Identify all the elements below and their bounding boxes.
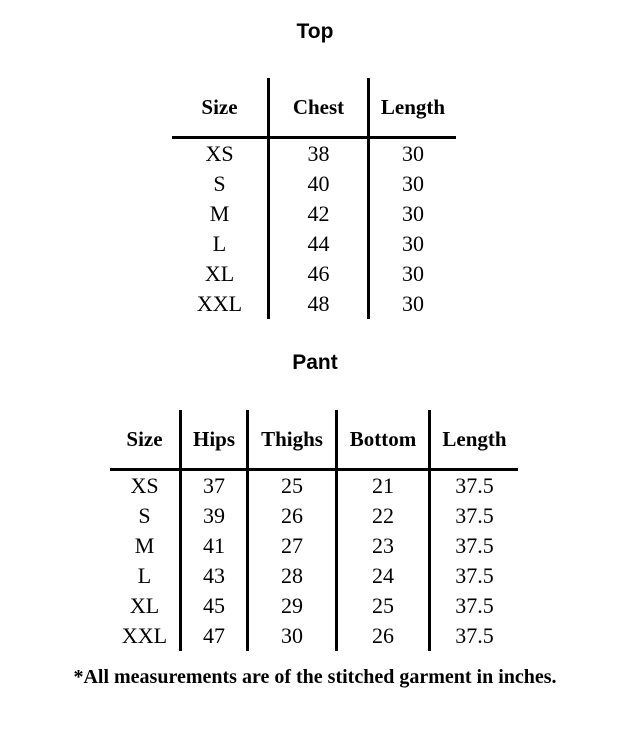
table-cell: 30	[367, 289, 456, 319]
table-cell: 45	[179, 591, 246, 621]
table-cell: 25	[246, 471, 335, 501]
table-cell: 39	[179, 501, 246, 531]
table-cell: 30	[367, 139, 456, 169]
table-cell: 38	[267, 139, 367, 169]
column-header: Length	[367, 78, 456, 139]
table-cell: 30	[367, 199, 456, 229]
table-cell: 43	[179, 561, 246, 591]
table-cell: 25	[335, 591, 428, 621]
pant-table-title: Pant	[292, 351, 338, 374]
column-header: Hips	[179, 410, 246, 471]
table-cell: 37.5	[428, 621, 518, 651]
size-cell: XS	[130, 473, 159, 498]
table-cell: 37.5	[428, 531, 518, 561]
column-header: Thighs	[246, 410, 335, 471]
column-header: Bottom	[335, 410, 428, 471]
table-cell: 46	[267, 259, 367, 289]
top-size-table: Size Chest Length XS 38 30 S 40 30 M 42 30 L 44 30 XL 46…	[172, 78, 456, 319]
size-cell: S	[213, 171, 226, 196]
column-header: Length	[428, 410, 518, 471]
size-cell: XL	[204, 261, 235, 286]
table-cell: 26	[335, 621, 428, 651]
size-cell: L	[212, 231, 227, 256]
footnote: *All measurements are of the stitched ga…	[73, 666, 557, 688]
size-cell: XXL	[196, 291, 243, 316]
table-cell: 40	[267, 169, 367, 199]
size-cell: M	[209, 201, 230, 226]
table-cell: 42	[267, 199, 367, 229]
table-cell: 30	[367, 229, 456, 259]
size-cell: XL	[129, 593, 160, 618]
column-header: Size	[110, 410, 179, 471]
top-table-title: Top	[296, 20, 334, 43]
table-cell: 44	[267, 229, 367, 259]
table-cell: 24	[335, 561, 428, 591]
table-cell: 22	[335, 501, 428, 531]
table-cell: 37.5	[428, 561, 518, 591]
table-cell: 29	[246, 591, 335, 621]
table-cell: 23	[335, 531, 428, 561]
table-cell: 37.5	[428, 591, 518, 621]
table-cell: 48	[267, 289, 367, 319]
size-cell: L	[137, 563, 152, 588]
table-cell: 30	[367, 169, 456, 199]
table-cell: 47	[179, 621, 246, 651]
table-cell: 30	[246, 621, 335, 651]
table-cell: 41	[179, 531, 246, 561]
table-cell: 37.5	[428, 471, 518, 501]
table-cell: 37	[179, 471, 246, 501]
size-cell: XXL	[121, 623, 168, 648]
size-cell: XS	[205, 141, 234, 166]
column-header: Chest	[267, 78, 367, 139]
table-cell: 27	[246, 531, 335, 561]
size-cell: M	[134, 533, 155, 558]
column-header: Size	[172, 78, 267, 139]
pant-size-table: Size Hips Thighs Bottom Length XS 37 25 21 37.5 S 3…	[110, 410, 518, 651]
table-cell: 26	[246, 501, 335, 531]
table-cell: 37.5	[428, 501, 518, 531]
table-cell: 28	[246, 561, 335, 591]
table-cell: 30	[367, 259, 456, 289]
table-cell: 21	[335, 471, 428, 501]
size-cell: S	[138, 503, 151, 528]
